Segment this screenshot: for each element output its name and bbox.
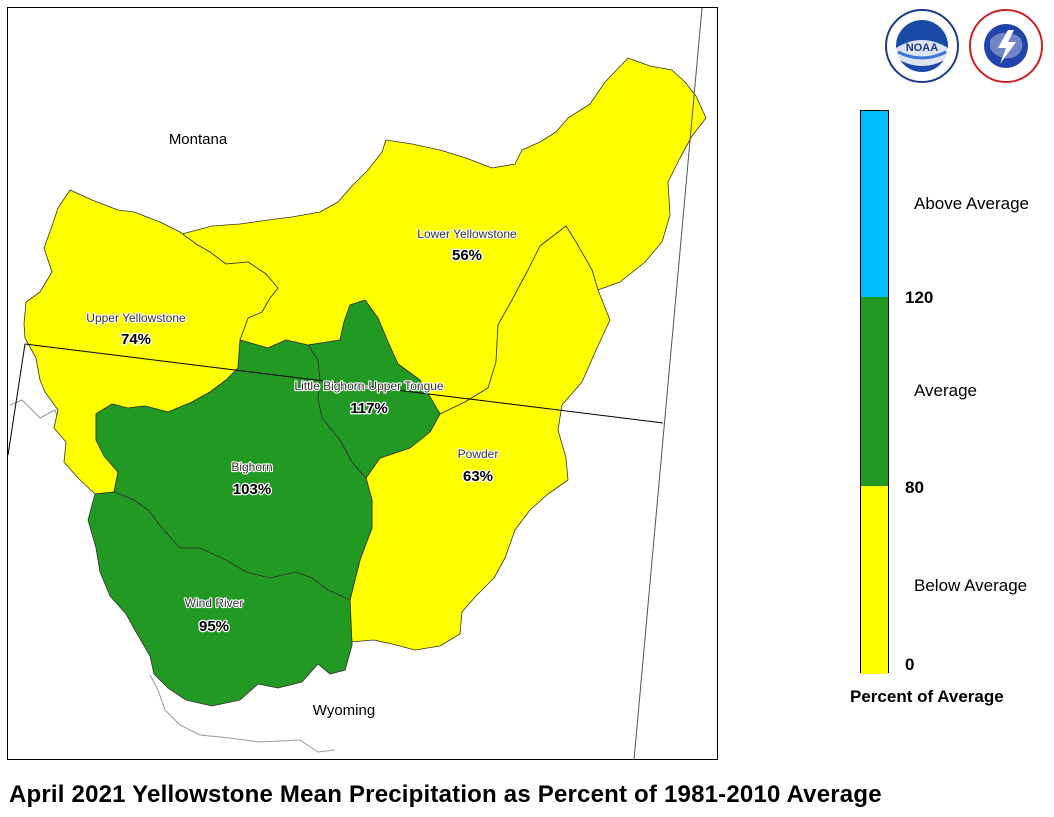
basin-pct-lower-yellowstone: 56% bbox=[452, 247, 482, 264]
state-line-west bbox=[7, 343, 26, 456]
state-line-east bbox=[633, 7, 703, 760]
basin-label-powder: Powder bbox=[458, 447, 499, 461]
legend-label-average: Average bbox=[914, 381, 978, 400]
state-label-montana: Montana bbox=[169, 131, 228, 148]
legend-title: Percent of Average bbox=[850, 687, 1004, 706]
map-title: April 2021 Yellowstone Mean Precipitatio… bbox=[9, 781, 882, 808]
noaa-logo-text: NOAA bbox=[906, 42, 938, 54]
basin-little-bighorn-upper-tongue[interactable] bbox=[307, 299, 441, 479]
basin-pct-upper-yellowstone: 74% bbox=[121, 331, 151, 348]
legend-tick-120: 120 bbox=[905, 288, 934, 307]
nws-logo bbox=[969, 9, 1043, 83]
legend-color-bar bbox=[860, 110, 889, 674]
basin-label-bighorn: Bighorn bbox=[231, 460, 272, 474]
basin-label-lower-yellowstone: Lower Yellowstone bbox=[417, 227, 517, 241]
basin-label-little-bighorn-upper-tongue: Little Bighorn-Upper Tongue bbox=[294, 379, 444, 393]
legend-swatch-average bbox=[861, 297, 888, 486]
legend-swatch-below bbox=[861, 486, 888, 674]
basin-pct-powder: 63% bbox=[463, 468, 493, 485]
basin-pct-bighorn: 103% bbox=[233, 481, 271, 498]
basin-powder[interactable] bbox=[317, 225, 611, 675]
legend-label-above: Above Average bbox=[914, 194, 1029, 213]
basin-map: Montana Wyoming Lower Yellowstone 56% Up… bbox=[7, 7, 718, 760]
basin-label-wind-river: Wind River bbox=[185, 596, 244, 610]
basin-pct-little-bighorn-upper-tongue: 117% bbox=[350, 400, 388, 417]
legend-tick-0: 0 bbox=[905, 655, 915, 674]
basin-label-upper-yellowstone: Upper Yellowstone bbox=[86, 311, 186, 325]
basin-wind-river[interactable] bbox=[87, 491, 353, 707]
noaa-logo: NOAA bbox=[885, 9, 959, 83]
state-label-wyoming: Wyoming bbox=[313, 702, 375, 719]
legend-tick-80: 80 bbox=[905, 478, 924, 497]
basin-pct-wind-river: 95% bbox=[199, 618, 229, 635]
legend-label-below: Below Average bbox=[914, 576, 1028, 595]
legend-swatch-above bbox=[861, 111, 888, 297]
montana-wyoming-border bbox=[24, 343, 664, 424]
